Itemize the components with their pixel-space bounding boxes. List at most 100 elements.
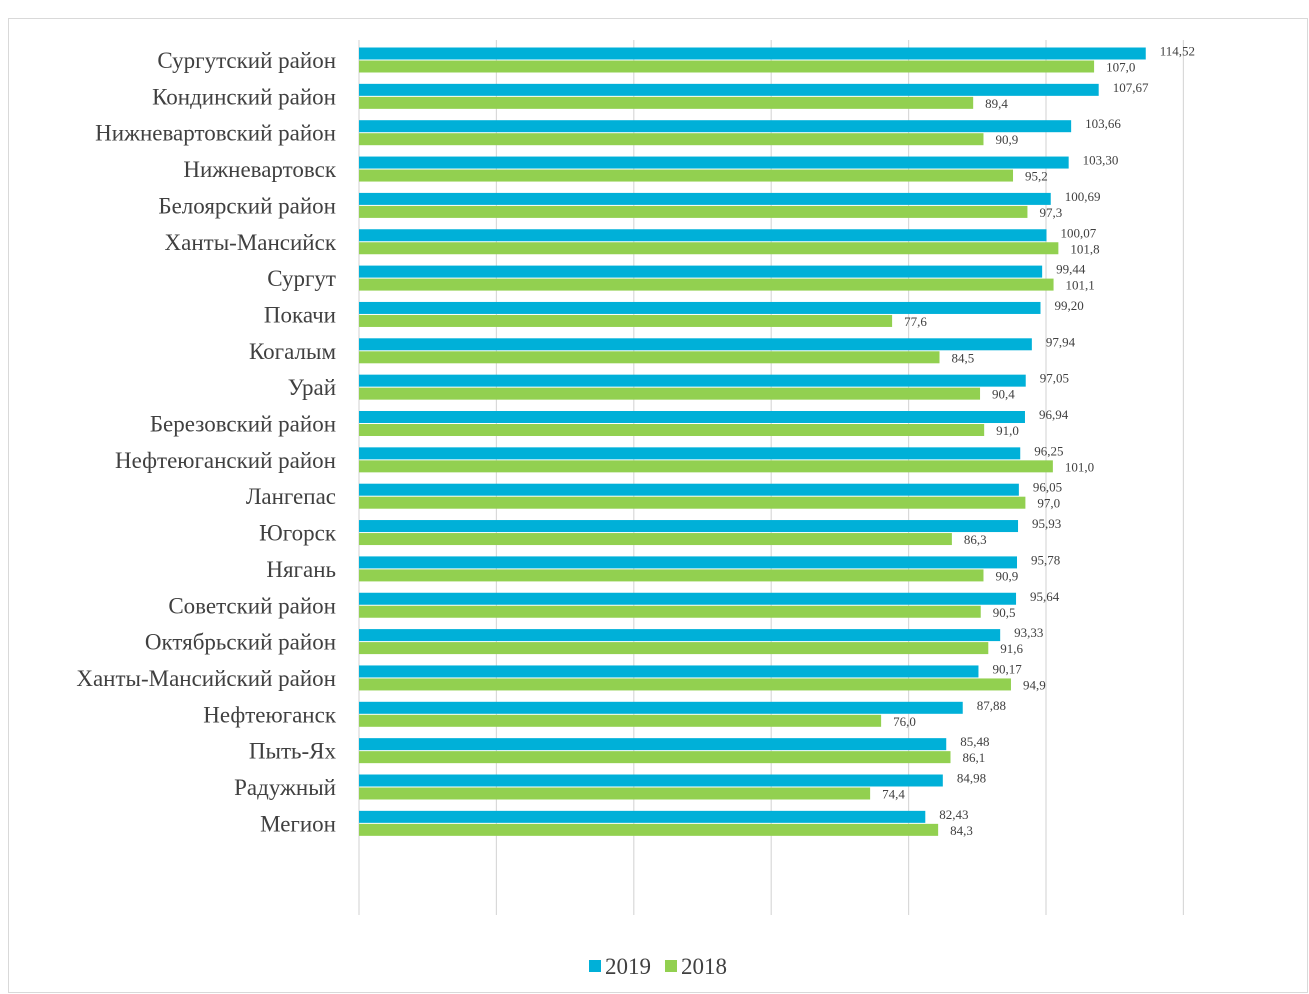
value-label-2019: 100,07 <box>1060 225 1096 240</box>
category-label: Когалым <box>249 339 336 364</box>
value-label-2019: 84,98 <box>957 771 986 786</box>
category-label: Сургут <box>267 266 336 291</box>
bar-2018 <box>359 278 1054 291</box>
value-label-2018: 84,3 <box>950 823 973 838</box>
bar-2019 <box>359 192 1051 205</box>
bar-2019 <box>359 83 1099 96</box>
bar-2019 <box>359 447 1021 460</box>
bar-2019 <box>359 374 1026 387</box>
bar-2018 <box>359 460 1053 473</box>
bar-2018 <box>359 205 1028 218</box>
value-label-2019: 99,20 <box>1055 298 1084 313</box>
value-label-2019: 90,17 <box>992 661 1022 676</box>
labels: Сургутский район 114,52 107,0 Кондинский ра… <box>76 44 1195 838</box>
bar-2019 <box>359 665 979 678</box>
bar-2019 <box>359 229 1047 242</box>
value-label-2018: 77,6 <box>904 314 927 329</box>
value-label-2019: 96,25 <box>1034 443 1063 458</box>
value-label-2018: 89,4 <box>985 96 1008 111</box>
category-label: Мегион <box>260 811 336 836</box>
category-label: Нижневартовск <box>183 157 336 182</box>
bars <box>359 47 1146 836</box>
bar-2018 <box>359 351 940 364</box>
bar-2019 <box>359 483 1019 496</box>
category-label: Пыть-Ях <box>249 739 337 764</box>
legend-swatch-2019 <box>589 960 601 972</box>
bar-2018 <box>359 642 989 655</box>
bar-2018 <box>359 133 984 146</box>
bar-2019 <box>359 156 1069 169</box>
legend: 2019 2018 <box>589 954 727 979</box>
category-label: Покачи <box>264 302 336 327</box>
value-label-2019: 107,67 <box>1113 80 1149 95</box>
bar-2018 <box>359 569 984 582</box>
category-label: Урай <box>288 375 336 400</box>
value-label-2018: 84,5 <box>952 350 975 365</box>
bar-2018 <box>359 496 1026 509</box>
category-label: Советский район <box>168 593 336 618</box>
value-label-2018: 90,4 <box>992 387 1015 402</box>
value-label-2018: 90,5 <box>993 605 1016 620</box>
bar-2018 <box>359 787 871 800</box>
value-label-2019: 95,78 <box>1031 552 1060 567</box>
bar-2019 <box>359 738 947 751</box>
value-label-2018: 95,2 <box>1025 169 1048 184</box>
value-label-2018: 86,1 <box>963 750 986 765</box>
value-label-2019: 95,93 <box>1032 516 1061 531</box>
value-label-2018: 90,9 <box>995 568 1018 583</box>
value-label-2018: 91,0 <box>996 423 1019 438</box>
bar-2018 <box>359 60 1095 73</box>
value-label-2019: 87,88 <box>977 698 1006 713</box>
value-label-2018: 107,0 <box>1106 60 1135 75</box>
category-label: Нефтеюганский район <box>115 448 336 473</box>
value-label-2019: 99,44 <box>1056 262 1086 277</box>
category-label: Белоярский район <box>158 193 336 218</box>
value-label-2019: 100,69 <box>1065 189 1101 204</box>
bar-2019 <box>359 520 1019 533</box>
bar-2019 <box>359 810 926 823</box>
value-label-2018: 74,4 <box>882 787 905 802</box>
legend-swatch-2018 <box>665 960 677 972</box>
bar-2019 <box>359 592 1017 605</box>
value-label-2018: 97,3 <box>1039 205 1062 220</box>
value-label-2019: 96,94 <box>1039 407 1069 422</box>
bar-2019 <box>359 47 1146 60</box>
category-label: Радужный <box>234 775 336 800</box>
value-label-2018: 101,0 <box>1065 459 1094 474</box>
value-label-2018: 90,9 <box>995 132 1018 147</box>
bar-2019 <box>359 120 1072 133</box>
value-label-2018: 76,0 <box>893 714 916 729</box>
category-label: Югорск <box>259 521 337 546</box>
value-label-2018: 94,9 <box>1023 677 1046 692</box>
value-label-2019: 103,66 <box>1085 116 1121 131</box>
value-label-2019: 96,05 <box>1033 480 1062 495</box>
bar-2018 <box>359 605 981 618</box>
legend-label-2018: 2018 <box>681 954 727 979</box>
bar-2019 <box>359 301 1041 314</box>
bar-2019 <box>359 701 963 714</box>
value-label-2019: 97,05 <box>1040 371 1069 386</box>
value-label-2019: 103,30 <box>1083 153 1119 168</box>
category-label: Нягань <box>266 557 336 582</box>
category-label: Ханты-Мансийск <box>165 230 337 255</box>
value-label-2019: 82,43 <box>939 807 968 822</box>
category-label: Нефтеюганск <box>203 702 337 727</box>
category-label: Кондинский район <box>152 84 336 109</box>
gridlines <box>358 40 1185 915</box>
bar-2018 <box>359 714 882 727</box>
bar-2019 <box>359 556 1018 569</box>
value-label-2018: 97,0 <box>1037 496 1060 511</box>
value-label-2018: 101,1 <box>1066 278 1095 293</box>
bar-2019 <box>359 629 1001 642</box>
bar-2018 <box>359 314 893 327</box>
bar-2018 <box>359 533 952 546</box>
category-label: Октябрьский район <box>145 630 336 655</box>
bar-2018 <box>359 387 981 400</box>
value-label-2019: 85,48 <box>960 734 989 749</box>
bar-2019 <box>359 265 1043 278</box>
legend-label-2019: 2019 <box>605 954 651 979</box>
bar-2018 <box>359 424 985 436</box>
bar-2018 <box>359 96 974 109</box>
value-label-2018: 91,6 <box>1000 641 1023 656</box>
